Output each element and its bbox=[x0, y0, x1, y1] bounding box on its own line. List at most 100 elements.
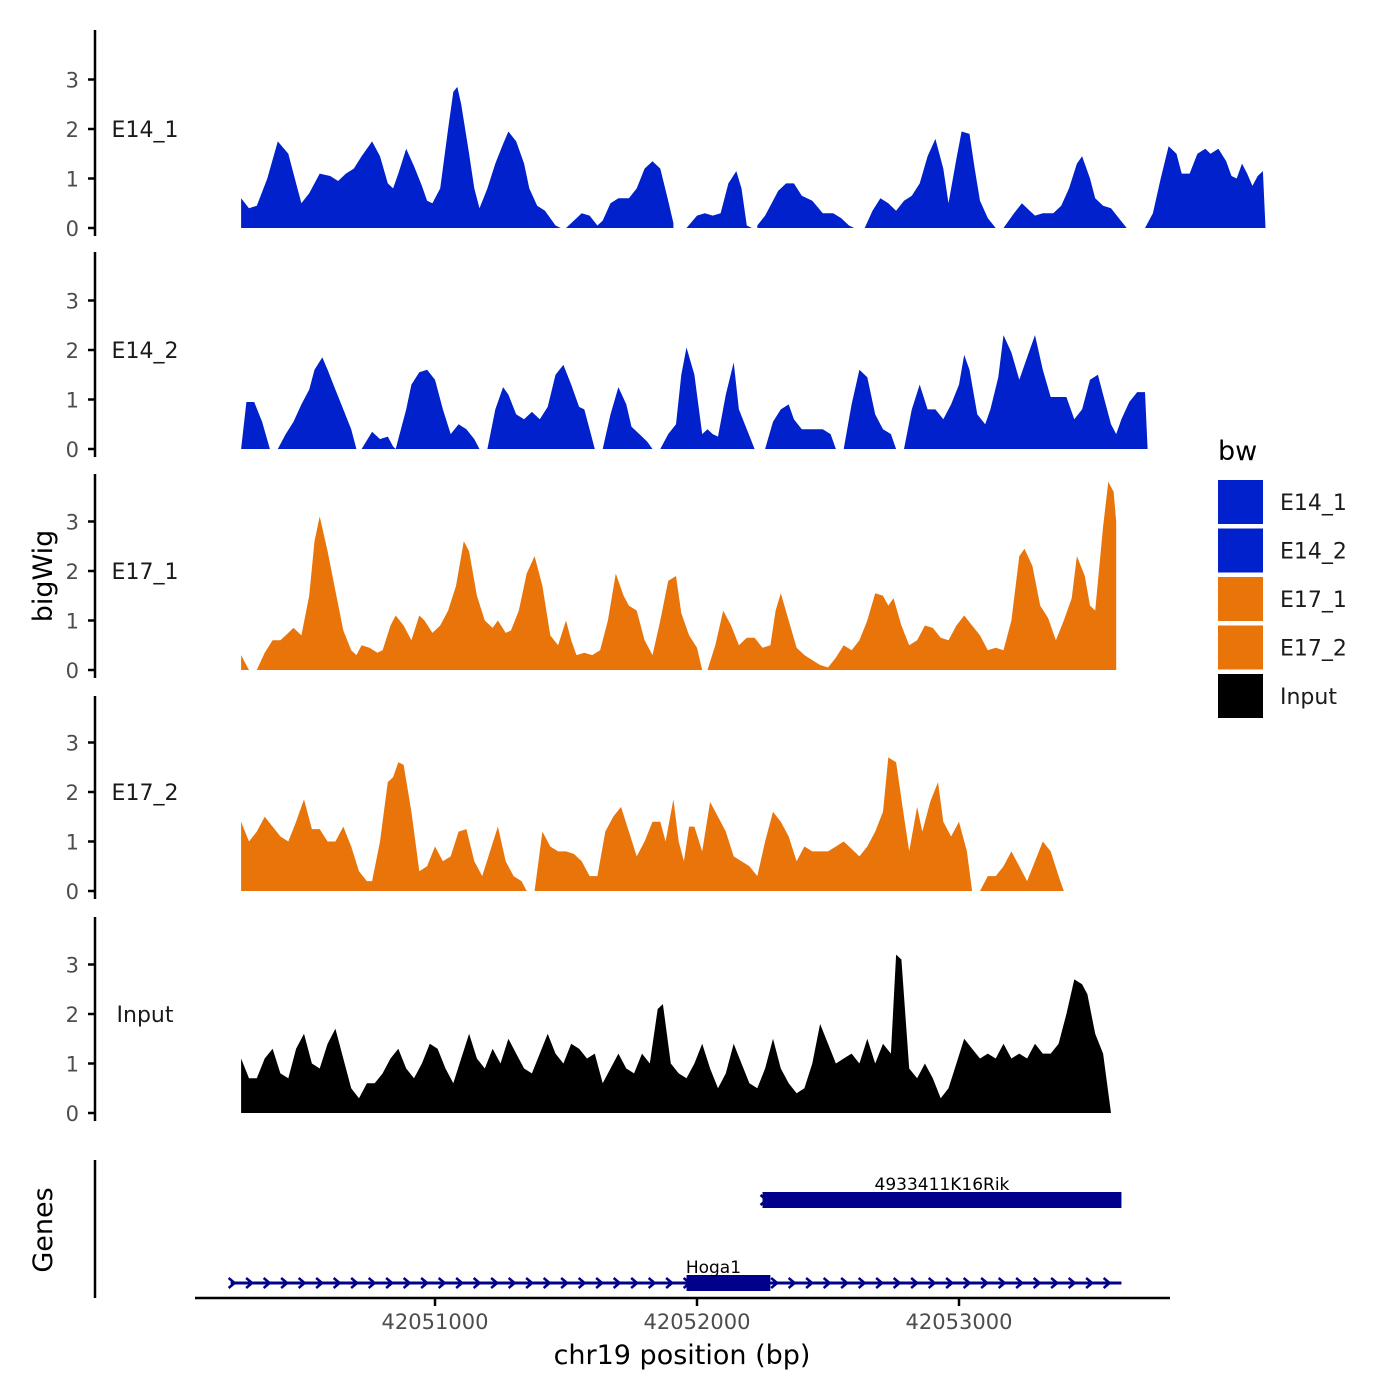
track-label-e14_2: E14_2 bbox=[112, 339, 179, 364]
gene-strand-arrow-hoga1 bbox=[665, 1277, 675, 1289]
gene-strand-arrow-hoga1 bbox=[787, 1277, 797, 1289]
area-e17_2-segment-0 bbox=[241, 762, 527, 891]
gene-strand-arrow-hoga1 bbox=[840, 1277, 850, 1289]
y-axis-title: bigWig bbox=[28, 530, 59, 623]
gene-strand-arrow-hoga1 bbox=[385, 1277, 395, 1289]
y-tick-label-e14_2-1: 1 bbox=[66, 389, 79, 413]
area-e17_2-segment-2 bbox=[980, 841, 1064, 891]
y-tick-label-e14_1-1: 1 bbox=[66, 168, 79, 192]
area-e14_2-segment-4 bbox=[602, 387, 653, 449]
gene-exon-hoga1 bbox=[686, 1275, 771, 1291]
y-tick-label-input-1: 1 bbox=[66, 1053, 79, 1077]
legend-swatch-e14_2 bbox=[1218, 528, 1263, 573]
gene-strand-arrow-hoga1 bbox=[1085, 1277, 1095, 1289]
y-tick-label-e14_2-3: 3 bbox=[66, 290, 79, 314]
y-tick-label-e17_1-0: 0 bbox=[66, 659, 79, 683]
gene-strand-arrow-hoga1 bbox=[315, 1277, 325, 1289]
gene-strand-arrow-hoga1 bbox=[595, 1277, 605, 1289]
area-e14_2-segment-0 bbox=[241, 402, 270, 449]
area-e14_1-segment-2 bbox=[686, 171, 752, 228]
gene-strand-arrow-hoga1 bbox=[350, 1277, 360, 1289]
y-tick-label-e14_2-2: 2 bbox=[66, 339, 79, 363]
gene-label-hoga1: Hoga1 bbox=[686, 1258, 741, 1278]
gene-strand-arrow-hoga1 bbox=[910, 1277, 920, 1289]
gene-strand-arrow-hoga1 bbox=[367, 1277, 377, 1289]
gene-strand-arrow-hoga1 bbox=[770, 1277, 780, 1289]
gene-strand-arrow-hoga1 bbox=[245, 1277, 255, 1289]
y-tick-label-e17_2-1: 1 bbox=[66, 831, 79, 855]
legend-label-e17_1: E17_1 bbox=[1280, 588, 1347, 613]
gene-strand-arrow-hoga1 bbox=[875, 1277, 885, 1289]
gene-strand-arrow-hoga1 bbox=[630, 1277, 640, 1289]
gene-strand-arrow-hoga1 bbox=[297, 1277, 307, 1289]
gene-strand-arrow-hoga1 bbox=[1015, 1277, 1025, 1289]
track-label-e17_1: E17_1 bbox=[112, 560, 179, 585]
y-tick-label-e17_2-0: 0 bbox=[66, 880, 79, 904]
x-tick-label-42051000: 42051000 bbox=[382, 1310, 489, 1334]
y-tick-label-e14_1-3: 3 bbox=[66, 69, 79, 93]
gene-strand-arrow-hoga1 bbox=[857, 1277, 867, 1289]
gene-strand-arrow-hoga1 bbox=[542, 1277, 552, 1289]
area-e14_1-segment-0 bbox=[241, 86, 561, 229]
gene-exon-4933411k16rik bbox=[762, 1192, 1122, 1208]
legend-label-e14_2: E14_2 bbox=[1280, 540, 1347, 565]
legend-swatch-e14_1 bbox=[1218, 480, 1263, 524]
x-tick-label-42052000: 42052000 bbox=[644, 1310, 751, 1334]
area-e14_2-segment-6 bbox=[765, 404, 836, 449]
legend-swatch-e17_2 bbox=[1218, 625, 1263, 670]
gene-strand-arrow-hoga1 bbox=[560, 1277, 570, 1289]
gene-strand-arrow-hoga1 bbox=[612, 1277, 622, 1289]
area-e17_1-segment-2 bbox=[707, 481, 1117, 670]
gene-strand-arrow-hoga1 bbox=[455, 1277, 465, 1289]
x-axis-title: chr19 position (bp) bbox=[554, 1340, 811, 1371]
gene-strand-arrow-hoga1 bbox=[892, 1277, 902, 1289]
gene-strand-arrow-hoga1 bbox=[822, 1277, 832, 1289]
y-tick-label-e17_1-2: 2 bbox=[66, 560, 79, 584]
gene-strand-arrow-hoga1 bbox=[577, 1277, 587, 1289]
gene-strand-arrow-hoga1 bbox=[402, 1277, 412, 1289]
gene-strand-arrow-hoga1 bbox=[420, 1277, 430, 1289]
gene-strand-arrow-hoga1 bbox=[962, 1277, 972, 1289]
area-e14_2-segment-7 bbox=[843, 369, 897, 449]
gene-label-4933411k16rik: 4933411K16Rik bbox=[875, 1175, 1010, 1195]
y-tick-label-e14_1-2: 2 bbox=[66, 118, 79, 142]
legend-label-e17_2: E17_2 bbox=[1280, 637, 1347, 662]
x-tick-label-42053000: 42053000 bbox=[906, 1310, 1013, 1334]
y-tick-label-e14_1-0: 0 bbox=[66, 217, 79, 241]
gene-strand-arrow-hoga1 bbox=[280, 1277, 290, 1289]
area-e14_2-segment-2 bbox=[361, 369, 480, 449]
gene-strand-arrow-hoga1 bbox=[1067, 1277, 1077, 1289]
genes-axis-title: Genes bbox=[28, 1187, 59, 1272]
legend-swatch-e17_1 bbox=[1218, 577, 1263, 621]
gene-strand-arrow-hoga1 bbox=[980, 1277, 990, 1289]
gene-strand-arrow-hoga1 bbox=[332, 1277, 342, 1289]
area-e17_1-segment-1 bbox=[256, 516, 703, 670]
gene-strand-arrow-hoga1 bbox=[1032, 1277, 1042, 1289]
gene-strand-arrow-hoga1 bbox=[647, 1277, 657, 1289]
y-tick-label-e17_2-3: 3 bbox=[66, 732, 79, 756]
legend-title: bw bbox=[1218, 436, 1257, 467]
area-e17_1-segment-0 bbox=[241, 655, 249, 670]
gene-strand-arrow-hoga1 bbox=[805, 1277, 815, 1289]
legend-swatch-input bbox=[1218, 674, 1263, 718]
gene-strand-arrow-hoga1 bbox=[1102, 1277, 1112, 1289]
area-e14_2-segment-8 bbox=[904, 335, 1148, 449]
y-tick-label-input-0: 0 bbox=[66, 1102, 79, 1126]
gene-strand-arrow-hoga1 bbox=[262, 1277, 272, 1289]
gene-strand-arrow-hoga1 bbox=[1050, 1277, 1060, 1289]
gene-strand-arrow-hoga1 bbox=[437, 1277, 447, 1289]
gene-strand-arrow-hoga1 bbox=[472, 1277, 482, 1289]
area-e14_1-segment-3 bbox=[757, 183, 855, 228]
gene-strand-arrow-hoga1 bbox=[927, 1277, 937, 1289]
gene-strand-arrow-hoga1 bbox=[997, 1277, 1007, 1289]
gene-strand-arrow-hoga1 bbox=[525, 1277, 535, 1289]
track-label-input: Input bbox=[117, 1003, 174, 1028]
track-label-e17_2: E17_2 bbox=[112, 781, 179, 806]
y-tick-label-input-3: 3 bbox=[66, 954, 79, 978]
y-tick-label-e17_1-3: 3 bbox=[66, 511, 79, 535]
area-e14_2-segment-5 bbox=[660, 347, 755, 449]
track-label-e14_1: E14_1 bbox=[112, 118, 179, 143]
area-e14_2-segment-3 bbox=[487, 364, 595, 449]
